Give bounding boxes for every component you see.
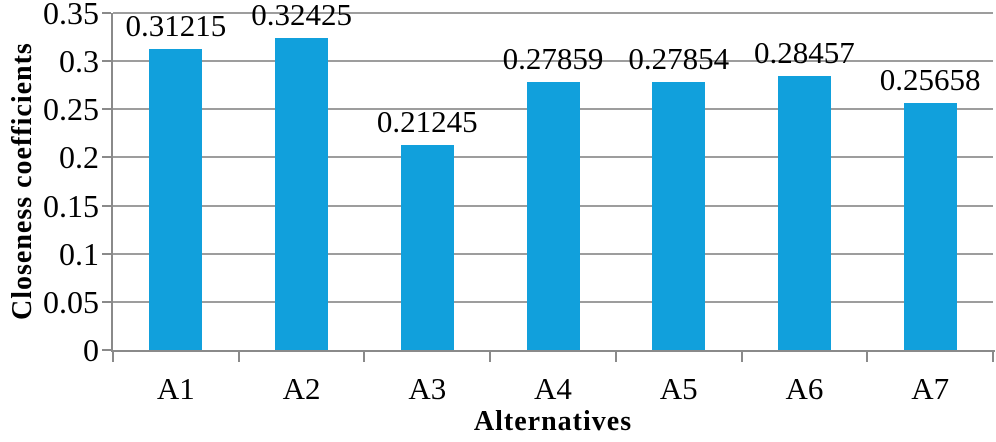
value-label-a1: 0.31215: [125, 8, 227, 44]
x-axis-line: [111, 350, 995, 352]
y-tick-label: 0: [83, 332, 99, 368]
x-tick-label-a6: A6: [785, 371, 824, 406]
bar-a6: [777, 75, 831, 350]
value-label-a4: 0.27859: [502, 40, 604, 76]
y-tick-mark: [102, 204, 111, 207]
x-tick-label-a2: A2: [282, 371, 321, 406]
gridline: [113, 60, 993, 63]
value-label-a6: 0.28457: [754, 34, 855, 70]
y-tick-mark: [102, 300, 111, 303]
y-tick-mark: [102, 60, 111, 63]
x-tick-mark: [112, 352, 114, 362]
x-tick-mark: [992, 352, 994, 362]
y-tick-label: 0.1: [59, 235, 99, 272]
x-tick-mark: [740, 352, 743, 362]
y-tick-label: 0.2: [59, 139, 99, 176]
bar-a2: [275, 37, 329, 350]
y-tick-label: 0.35: [43, 0, 99, 31]
x-tick-mark: [866, 352, 869, 362]
bar-a1: [149, 49, 203, 350]
x-axis-title: Alternatives: [473, 406, 633, 437]
x-tick-label-a3: A3: [408, 371, 447, 406]
value-label-a2: 0.32425: [251, 0, 352, 32]
value-label-a5: 0.27854: [628, 40, 730, 76]
x-tick-mark: [237, 352, 240, 362]
x-tick-label-a4: A4: [534, 371, 572, 406]
y-tick-mark: [102, 108, 111, 111]
gridline: [113, 12, 993, 14]
y-tick-label: 0.25: [43, 91, 99, 128]
bar-a5: [652, 81, 706, 350]
y-axis-line: [111, 13, 113, 352]
x-tick-label-a1: A1: [156, 371, 195, 406]
x-tick-mark: [489, 352, 492, 362]
x-tick-label-a5: A5: [659, 371, 698, 406]
plot-area: 0.31215 0.32425 0.21245 0.27859 0.27854 0.284…: [102, 0, 995, 362]
x-tick-mark: [614, 352, 617, 362]
value-label-a7: 0.25658: [879, 61, 981, 97]
bar-a3: [400, 145, 454, 350]
y-tick-mark: [102, 156, 111, 159]
y-tick-label: 0.3: [59, 43, 99, 80]
x-tick-mark: [363, 352, 366, 362]
y-tick-label: 0.15: [43, 187, 99, 224]
bar-a7: [903, 102, 957, 350]
y-tick-mark: [102, 12, 111, 14]
y-tick-label: 0.05: [43, 283, 99, 320]
y-tick-mark: [102, 252, 111, 255]
x-tick-label-a7: A7: [911, 371, 950, 406]
value-label-a3: 0.21245: [376, 104, 478, 140]
bar-a4: [526, 81, 580, 350]
y-tick-mark: [102, 349, 111, 351]
